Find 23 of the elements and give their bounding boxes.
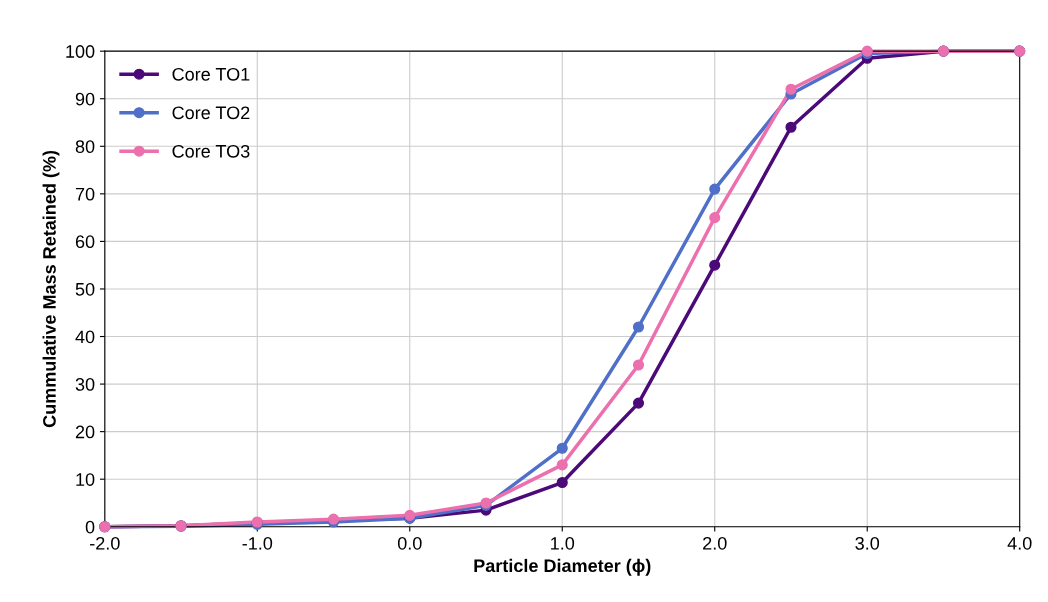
x-tick-label: 2.0 [703,536,727,550]
x-axis-title: Particle Diameter (ϕ) [474,558,651,576]
legend-label: Core TO1 [172,67,250,81]
x-tick-label: -2.0 [90,536,120,550]
legend-label: Core TO3 [172,144,250,158]
y-tick-label: 40 [75,330,95,344]
legend-label: Core TO2 [172,106,250,120]
y-tick-label: 70 [75,187,95,201]
y-tick-label: 80 [75,140,95,154]
x-tick-label: 0.0 [397,536,422,550]
x-tick-label: 1.0 [551,536,575,550]
y-axis-title: Cummulative Mass Retained (%) [42,150,60,428]
y-tick-label: 20 [75,425,95,439]
y-tick-label: 10 [76,473,95,486]
y-tick-label: 100 [66,45,95,58]
y-tick-label: 0 [85,520,95,534]
x-tick-label: 4.0 [1007,536,1032,550]
x-tick-label: 3.0 [855,536,880,550]
y-tick-label: 60 [75,235,95,249]
y-tick-label: 30 [75,378,95,391]
y-tick-label: 50 [75,282,95,296]
y-tick-label: 90 [75,92,95,106]
x-tick-label: -1.0 [242,536,273,550]
